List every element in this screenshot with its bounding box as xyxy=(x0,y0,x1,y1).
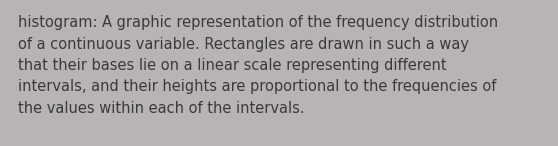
Text: that their bases lie on a linear scale representing different: that their bases lie on a linear scale r… xyxy=(18,58,446,73)
Text: of a continuous variable. Rectangles are drawn in such a way: of a continuous variable. Rectangles are… xyxy=(18,36,469,52)
Text: intervals, and their heights are proportional to the frequencies of: intervals, and their heights are proport… xyxy=(18,80,497,94)
Text: the values within each of the intervals.: the values within each of the intervals. xyxy=(18,101,305,116)
Text: histogram:: histogram: xyxy=(18,15,102,30)
Text: A graphic representation of the frequency distribution: A graphic representation of the frequenc… xyxy=(102,15,498,30)
